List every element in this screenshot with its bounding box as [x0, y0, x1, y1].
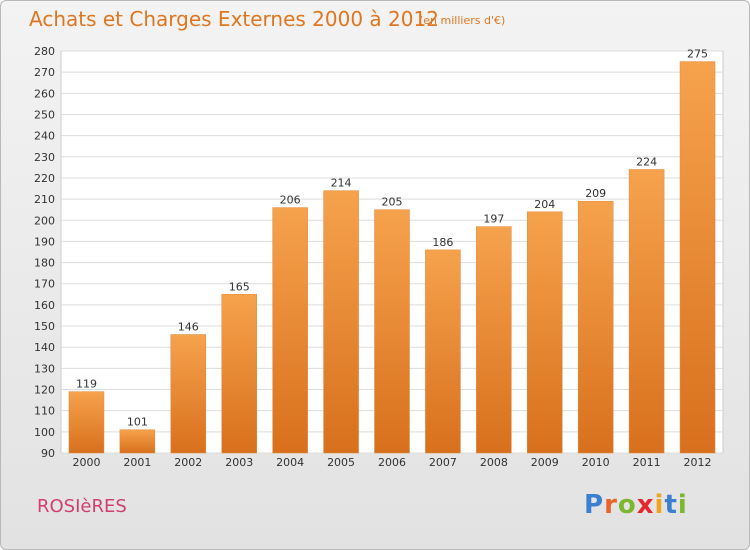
- value-label-2006: 205: [382, 196, 403, 209]
- value-label-2012: 275: [687, 48, 708, 61]
- x-tick-label-2008: 2008: [480, 456, 508, 469]
- logo-letter: t: [664, 490, 678, 520]
- x-axis: 2000 2001 2002 2003 2004 2005 2006 2007 2008 2009…: [72, 456, 711, 469]
- chart-subtitle: (en milliers d'€): [419, 14, 506, 27]
- y-tick-label: 270: [34, 66, 55, 79]
- x-tick-label-2006: 2006: [378, 456, 406, 469]
- y-tick-label: 120: [34, 384, 55, 397]
- y-tick-label: 240: [34, 130, 55, 143]
- y-tick-label: 180: [34, 257, 55, 270]
- bars: 119 101 146 165 206 214 205 186 197 204 209 224 275: [68, 48, 716, 454]
- x-tick-label-2007: 2007: [429, 456, 457, 469]
- bar-2007: [425, 249, 461, 454]
- value-label-2004: 206: [280, 194, 301, 207]
- bar-2001: [119, 429, 156, 454]
- bar-2011: [628, 169, 665, 454]
- logo-letter: r: [604, 490, 618, 520]
- value-label-2003: 165: [229, 280, 250, 293]
- bar-2000: [68, 391, 105, 454]
- y-tick-label: 140: [34, 341, 55, 354]
- y-tick-label: 130: [34, 362, 55, 375]
- x-tick-label-2002: 2002: [174, 456, 202, 469]
- y-tick-label: 250: [34, 108, 55, 121]
- logo-letter: x: [636, 490, 655, 520]
- value-label-2000: 119: [76, 378, 97, 391]
- y-tick-label: 280: [34, 45, 55, 58]
- value-label-2010: 209: [585, 187, 606, 200]
- x-tick-label-2012: 2012: [684, 456, 712, 469]
- bar-2005: [323, 190, 359, 454]
- x-tick-label-2005: 2005: [327, 456, 355, 469]
- bar-2008: [476, 226, 512, 454]
- town-name: ROSIèRES: [37, 496, 127, 517]
- y-tick-label: 100: [34, 426, 55, 439]
- logo-letter: P: [584, 490, 605, 520]
- bar-2010: [577, 200, 614, 454]
- bar-2002: [170, 334, 207, 454]
- y-tick-label: 150: [34, 320, 55, 333]
- y-tick-label: 220: [34, 172, 55, 185]
- value-label-2011: 224: [636, 155, 657, 168]
- y-tick-label: 260: [34, 87, 55, 100]
- bar-2004: [272, 207, 308, 454]
- y-tick-label: 200: [34, 214, 55, 227]
- x-tick-label-2011: 2011: [633, 456, 661, 469]
- y-axis: 90 100 110 120 130 140 150 160 170 180 190 200 210 22…: [34, 45, 55, 460]
- value-label-2001: 101: [127, 416, 148, 429]
- chart-title: Achats et Charges Externes 2000 à 2012: [29, 7, 439, 31]
- logo-letter: o: [617, 490, 637, 520]
- value-label-2002: 146: [178, 321, 199, 334]
- x-tick-label-2003: 2003: [225, 456, 253, 469]
- proxiti-logo: Proxiti: [584, 490, 688, 520]
- x-tick-label-2010: 2010: [582, 456, 610, 469]
- y-tick-label: 230: [34, 151, 55, 164]
- value-label-2007: 186: [432, 236, 453, 249]
- y-tick-label: 160: [34, 299, 55, 312]
- x-tick-label-2001: 2001: [123, 456, 151, 469]
- y-tick-label: 90: [41, 447, 55, 460]
- x-tick-label-2009: 2009: [531, 456, 559, 469]
- bar-2009: [527, 211, 563, 454]
- y-tick-label: 210: [34, 193, 55, 206]
- y-tick-label: 190: [34, 235, 55, 248]
- x-tick-label-2004: 2004: [276, 456, 304, 469]
- value-label-2008: 197: [483, 213, 504, 226]
- bar-2003: [221, 294, 257, 454]
- bar-2012: [679, 61, 716, 454]
- x-tick-label-2000: 2000: [72, 456, 100, 469]
- bar-2006: [374, 209, 410, 454]
- logo-letter: i: [677, 490, 688, 520]
- y-tick-label: 170: [34, 278, 55, 291]
- value-label-2009: 204: [534, 198, 555, 211]
- y-tick-label: 110: [34, 405, 55, 418]
- value-label-2005: 214: [331, 177, 352, 190]
- logo-letter: i: [654, 490, 665, 520]
